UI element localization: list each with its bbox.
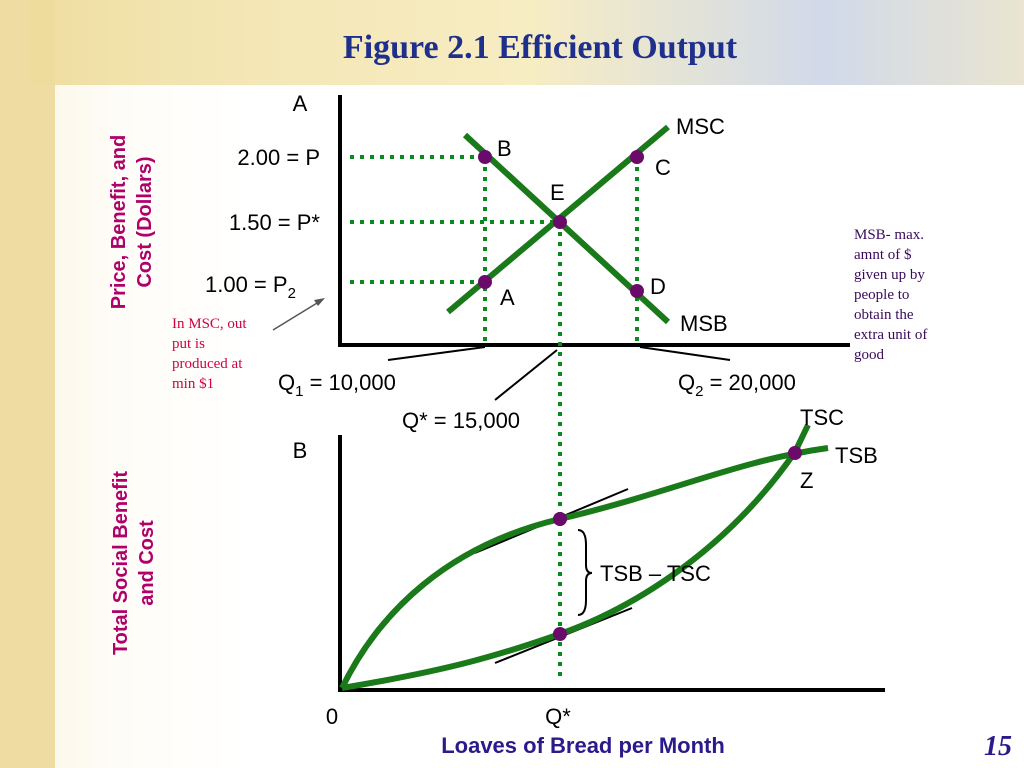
left-strip <box>0 0 55 768</box>
panel-a-axes <box>338 95 850 347</box>
note-line: given up by <box>854 267 925 283</box>
price-label: 1.00 = P2 <box>205 272 296 302</box>
title: Figure 2.1 Efficient Output <box>343 29 738 66</box>
point-label: B <box>497 136 512 161</box>
note-line: good <box>854 347 885 363</box>
brace <box>577 529 593 616</box>
curve-label: MSC <box>676 114 725 139</box>
guides <box>350 155 639 680</box>
points-b <box>553 446 802 641</box>
curve-label: TSB <box>835 443 878 468</box>
subscript: 2 <box>288 285 296 302</box>
point-label: A <box>500 285 515 310</box>
axis-title-line: Price, Benefit, and <box>108 135 130 310</box>
note-line: put is <box>172 336 205 352</box>
note-line: In MSC, out <box>172 316 247 332</box>
subscript: 1 <box>295 383 303 400</box>
qstar-label: Q* <box>545 704 571 729</box>
points-a <box>478 150 644 298</box>
quantity-label: Q2 = 20,000 <box>678 370 796 400</box>
point-label: D <box>650 274 666 299</box>
note-arrowhead <box>314 298 325 306</box>
price-label: 1.50 = P* <box>229 210 321 235</box>
pointers <box>387 346 731 401</box>
price-label-text: 1.00 = P <box>205 272 288 297</box>
note-arrow <box>272 299 323 331</box>
note-line: produced at <box>172 356 243 372</box>
y-axis-title-b: Total Social Benefit and Cost <box>110 471 158 655</box>
quantity-label: Q* = 15,000 <box>402 408 520 433</box>
curve-label: TSC <box>800 405 844 430</box>
x-axis-title: Loaves of Bread per Month <box>441 733 725 758</box>
axis-title-line: and Cost <box>136 520 158 606</box>
difference-label: TSB – TSC <box>600 561 711 586</box>
note-line: people to <box>854 287 909 303</box>
q-value: = 20,000 <box>703 370 795 395</box>
point-label: C <box>655 155 671 180</box>
q: Q <box>278 370 295 395</box>
q: Q <box>678 370 695 395</box>
note-right: MSB- max. amnt of $ given up by people to ob… <box>854 227 927 363</box>
y-axis-title-a: Price, Benefit, and Cost (Dollars) <box>108 135 156 310</box>
quantity-label: Q1 = 10,000 <box>278 370 396 400</box>
note-line: extra unit of <box>854 327 927 343</box>
panel-label: A <box>293 91 308 116</box>
top-banner <box>30 0 1024 85</box>
curve-label: MSB <box>680 311 728 336</box>
subscript: 2 <box>695 383 703 400</box>
price-label: 2.00 = P <box>237 145 320 170</box>
page-number: 15 <box>984 731 1012 762</box>
note-line: MSB- max. <box>854 227 924 243</box>
note-line: min $1 <box>172 376 214 392</box>
axis-title-line: Cost (Dollars) <box>134 156 156 287</box>
panel-b-axes <box>338 435 885 692</box>
content-area <box>55 85 1024 768</box>
note-line: obtain the <box>854 307 914 323</box>
note-left: In MSC, out put is produced at min $1 <box>172 316 247 392</box>
axis-title-line: Total Social Benefit <box>110 471 132 655</box>
note-line: amnt of $ <box>854 247 912 263</box>
panel-label: B <box>293 438 308 463</box>
point-label: E <box>550 180 565 205</box>
point-label: Z <box>800 468 813 493</box>
q-value: = 10,000 <box>303 370 395 395</box>
origin-label: 0 <box>326 704 338 729</box>
